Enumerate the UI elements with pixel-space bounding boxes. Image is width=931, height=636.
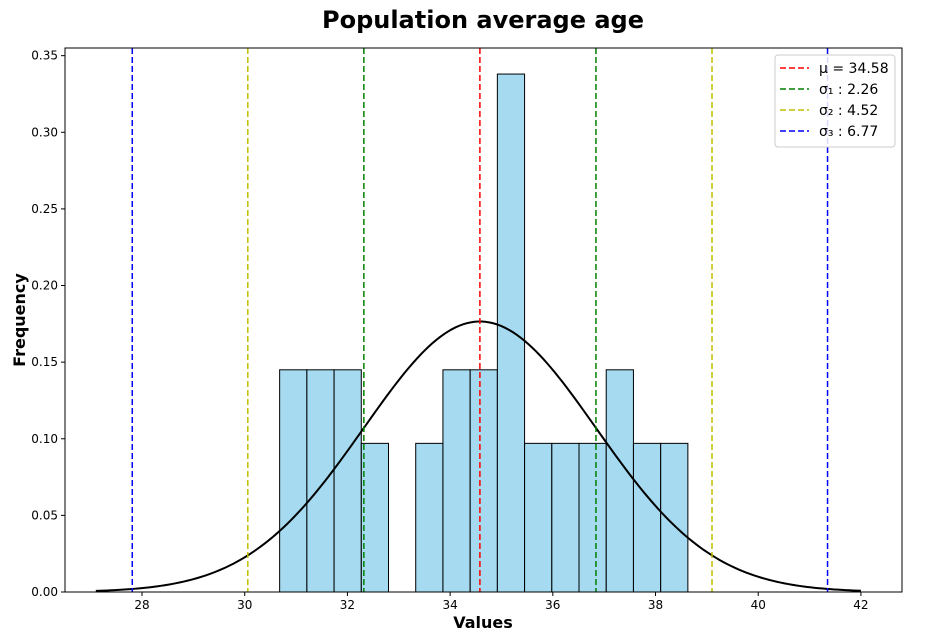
histogram-bar: [279, 369, 308, 593]
x-tick-label: 42: [853, 598, 868, 612]
histogram-bar: [524, 442, 553, 593]
histogram-bar: [578, 442, 607, 593]
histogram-bar: [442, 369, 471, 593]
histogram-bars: [279, 73, 689, 593]
x-tick-label: 28: [134, 598, 149, 612]
density-curve-layer: [95, 320, 861, 592]
histogram-bar: [360, 442, 390, 593]
histogram-bar: [306, 369, 335, 593]
legend: μ = 34.58 σ₁ : 2.26 σ₂ : 4.52 σ₃ : 6.77: [774, 54, 896, 148]
legend-entry-label: σ₃ : 6.77: [819, 124, 878, 140]
histogram-bar: [469, 369, 498, 593]
y-tick-label: 0.25: [31, 202, 58, 216]
y-axis-ticks: 0.00 0.05 0.10 0.15 0.20 0.25 0.30 0.35: [31, 49, 65, 599]
x-tick-label: 38: [648, 598, 663, 612]
x-tick-label: 32: [340, 598, 355, 612]
chart-title: Population average age: [322, 6, 644, 34]
y-tick-label: 0.15: [31, 355, 58, 369]
y-tick-label: 0.00: [31, 585, 58, 599]
x-tick-label: 36: [545, 598, 560, 612]
legend-entry-label: σ₂ : 4.52: [819, 103, 878, 119]
y-tick-label: 0.10: [31, 432, 58, 446]
histogram-bar: [496, 73, 526, 593]
x-tick-label: 40: [751, 598, 766, 612]
histogram-bar: [660, 442, 689, 593]
x-axis-ticks: 28 30 32 34 36 38 40 42: [134, 592, 869, 612]
y-axis-label: Frequency: [10, 273, 29, 367]
histogram-bar: [415, 442, 444, 593]
y-tick-label: 0.35: [31, 49, 58, 63]
y-tick-label: 0.05: [31, 508, 58, 522]
histogram-bar: [551, 442, 580, 593]
y-tick-label: 0.30: [31, 125, 58, 139]
density-curve: [95, 320, 861, 592]
histogram-bar: [605, 369, 634, 593]
x-axis-label: Values: [453, 613, 513, 632]
y-tick-label: 0.20: [31, 279, 58, 293]
legend-entry-label: μ = 34.58: [819, 61, 889, 77]
plot-frame: [64, 47, 903, 593]
reference-lines: [131, 48, 829, 592]
x-tick-label: 30: [237, 598, 252, 612]
legend-entry-label: σ₁ : 2.26: [819, 82, 878, 98]
histogram-bar: [333, 369, 362, 593]
histogram-bar: [632, 442, 662, 593]
x-tick-label: 34: [442, 598, 457, 612]
legend-box: [774, 54, 896, 148]
